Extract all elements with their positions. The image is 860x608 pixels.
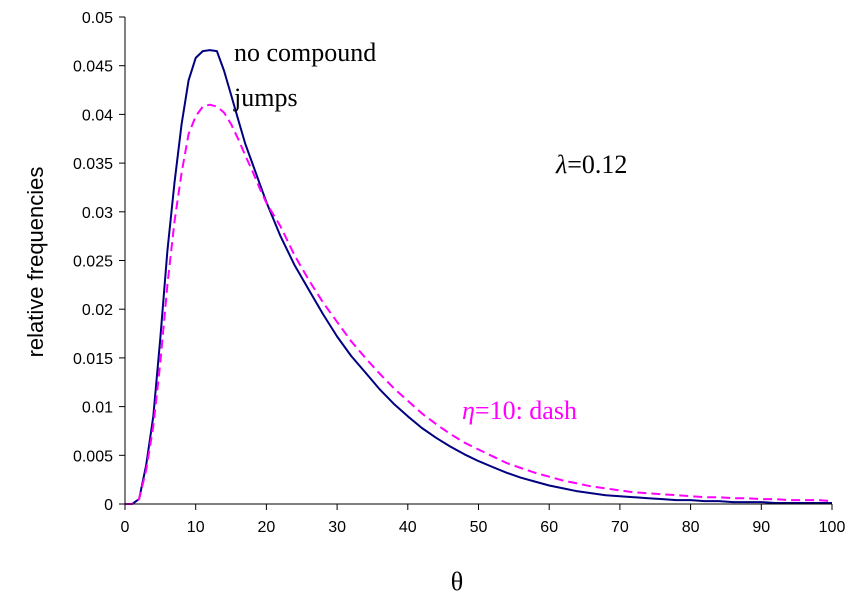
x-tick-label: 50: [470, 519, 488, 536]
y-tick-label: 0.05: [82, 10, 113, 27]
x-tick-label: 10: [187, 519, 205, 536]
y-tick-label: 0.04: [82, 107, 113, 124]
x-tick-label: 80: [682, 519, 700, 536]
x-tick-label: 20: [258, 519, 276, 536]
lambda-symbol: λ: [555, 150, 567, 179]
annotation-jumps: jumps: [233, 83, 298, 112]
annotation-eta: η=10: dash: [462, 396, 577, 425]
x-tick-label: 0: [121, 519, 130, 536]
x-tick-label: 30: [328, 519, 346, 536]
lambda-value: =0.12: [567, 150, 627, 179]
x-tick-label: 40: [399, 519, 417, 536]
series-line-solid: [125, 49, 832, 505]
y-axis: 0 0.005 0.01 0.015 0.02 0.025 0.03 0.035 0.04 0.0…: [73, 10, 126, 514]
annotation-lambda: λ=0.12: [555, 150, 627, 179]
y-tick-label: 0.005: [73, 448, 113, 465]
y-tick-label: 0: [104, 497, 113, 514]
y-tick-label: 0.02: [82, 302, 113, 319]
y-tick-label: 0.015: [73, 351, 113, 368]
y-tick-label: 0.03: [82, 205, 113, 222]
y-axis-title: relative frequencies: [23, 167, 48, 358]
annotation-no-compound: no compound: [234, 38, 376, 67]
series-line-dashed: [125, 103, 833, 505]
x-tick-label: 100: [819, 519, 846, 536]
x-tick-label: 70: [611, 519, 629, 536]
plot-area: [125, 49, 833, 505]
eta-value: =10: dash: [475, 396, 577, 425]
y-tick-label: 0.045: [73, 59, 113, 76]
x-tick-label: 60: [540, 519, 558, 536]
x-axis: 0 10 20 30 40 50 60 70 80 90 100: [121, 503, 846, 536]
x-axis-title: θ: [451, 567, 463, 596]
y-tick-label: 0.025: [73, 254, 113, 271]
x-tick-label: 90: [752, 519, 770, 536]
y-tick-label: 0.035: [73, 156, 113, 173]
eta-symbol: η: [462, 396, 475, 425]
y-tick-label: 0.01: [82, 400, 113, 417]
